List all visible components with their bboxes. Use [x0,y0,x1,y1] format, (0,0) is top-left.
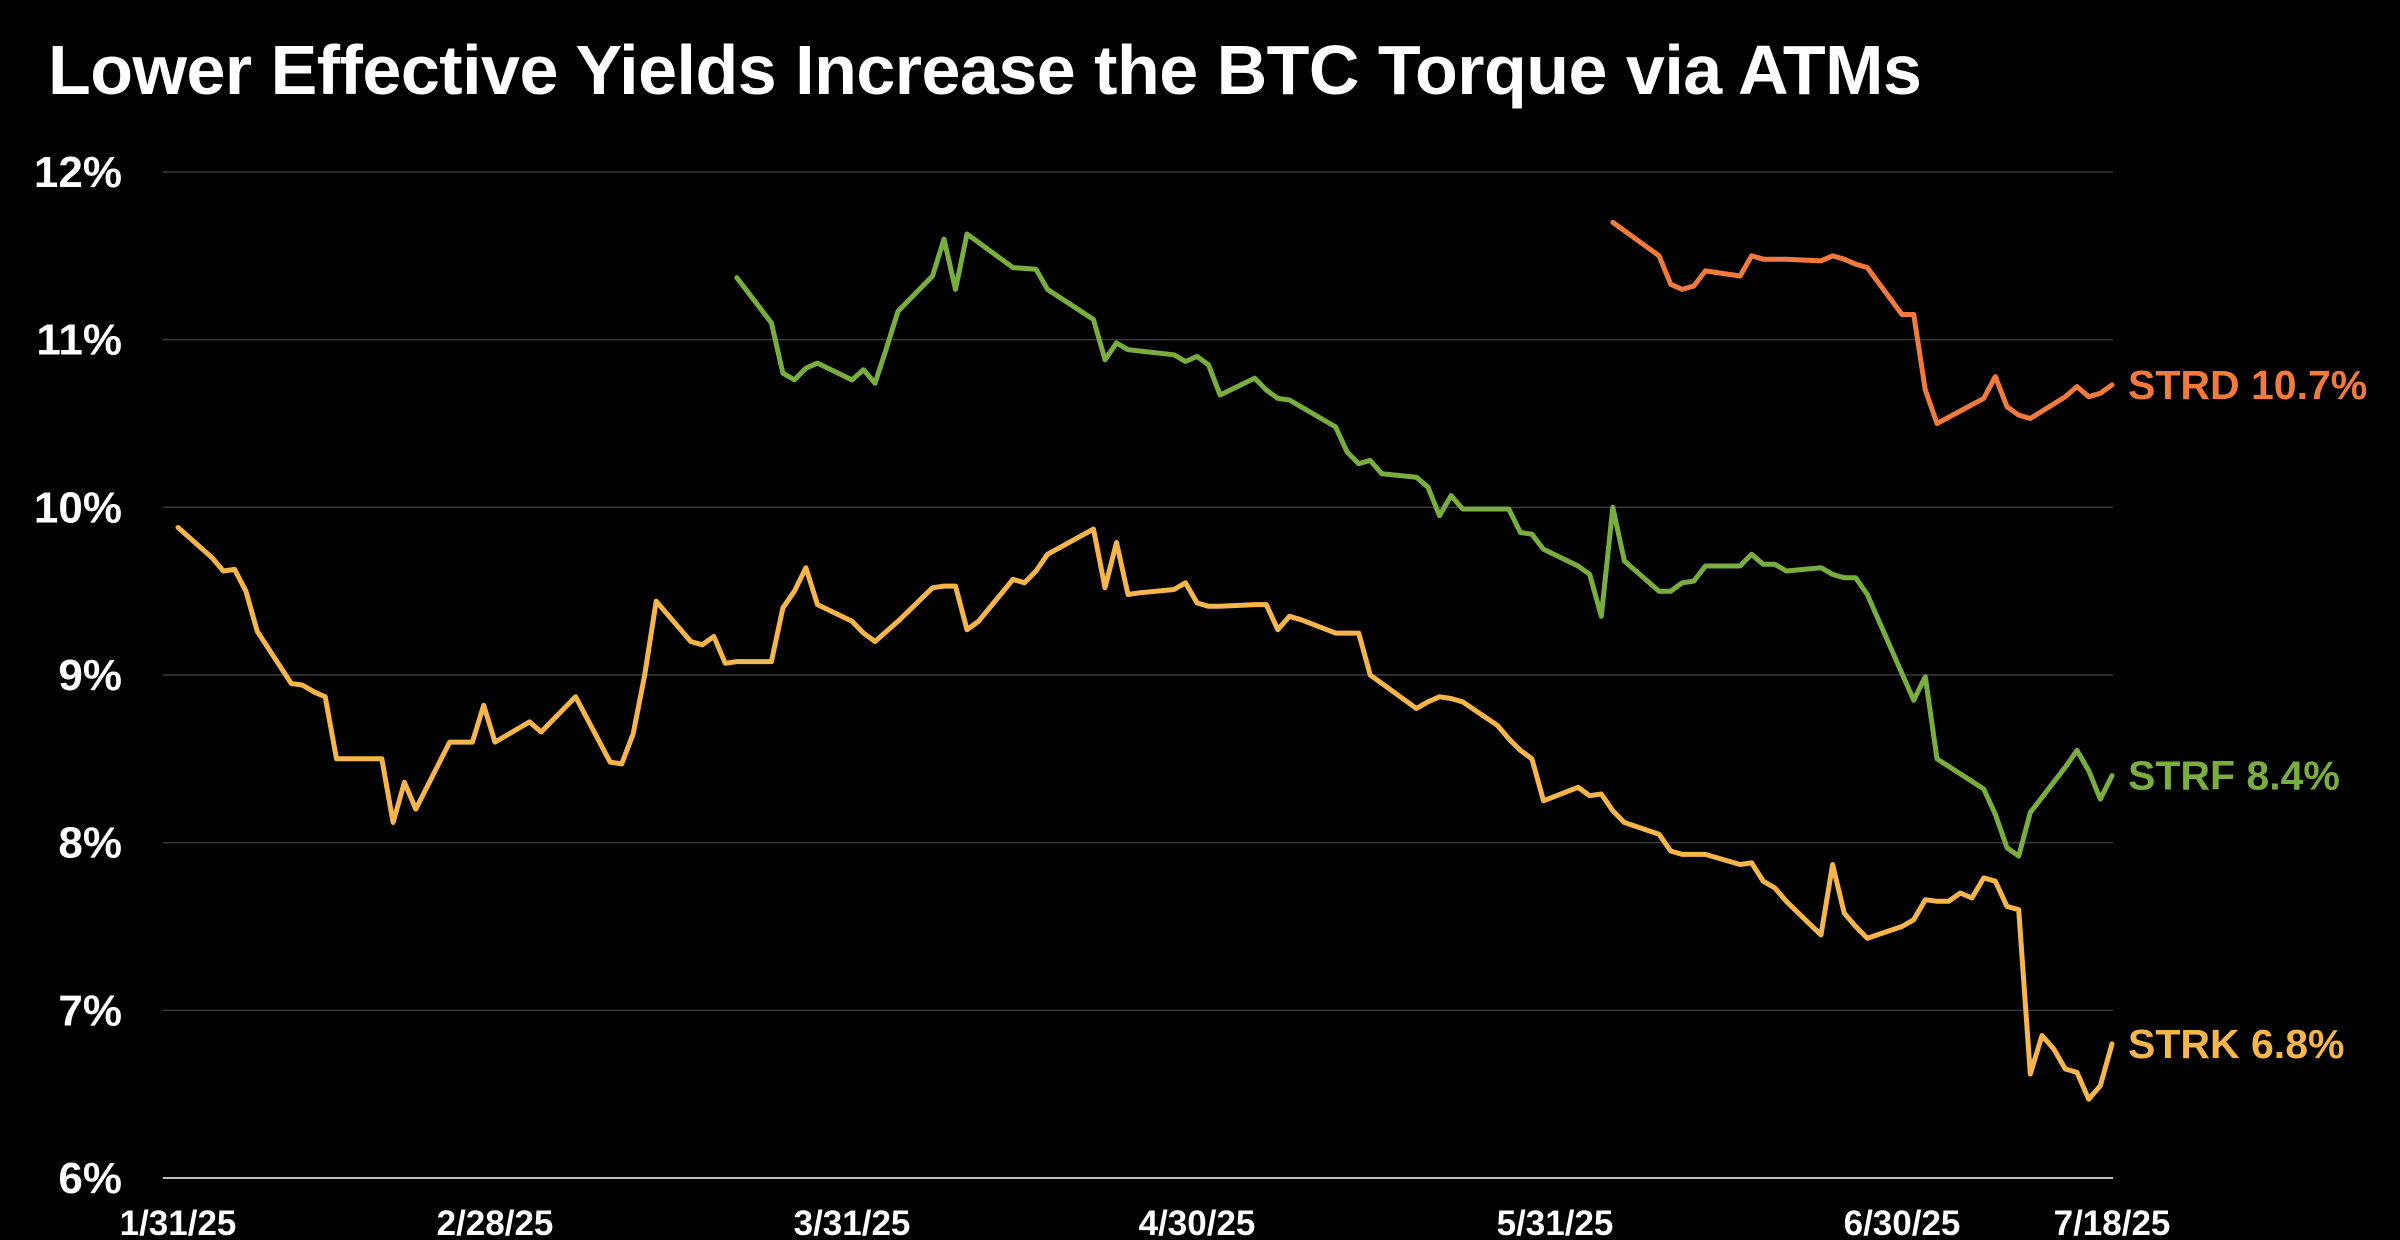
x-tick-label: 6/30/25 [1844,1204,1961,1240]
y-tick-label: 11% [36,316,122,365]
y-tick-label: 9% [58,651,122,700]
series-line-strf [734,231,2115,859]
y-tick-label: 8% [58,819,122,868]
y-axis-ticks: 6% 7% 8% 9% 10% 11% 12% [34,148,122,1203]
chart-title: Lower Effective Yields Increase the BTC … [48,31,1922,109]
series-end-labels: STRD 10.7% STRF 8.4% STRK 6.8% [2128,362,2367,1067]
x-tick-label: 1/31/25 [120,1204,237,1240]
x-tick-label: 7/18/25 [2054,1204,2171,1240]
x-axis-ticks: 1/31/25 2/28/25 3/31/25 4/30/25 5/31/25 6/30/… [120,1204,2171,1240]
series-line-strk [175,525,2115,1102]
y-tick-label: 10% [34,483,122,532]
x-tick-label: 3/31/25 [794,1204,911,1240]
end-label-strf: STRF 8.4% [2128,753,2340,799]
x-tick-label: 4/30/25 [1139,1204,1256,1240]
x-tick-label: 2/28/25 [437,1204,554,1240]
gridlines [163,171,2113,1179]
end-label-strk: STRK 6.8% [2128,1021,2344,1067]
y-tick-label: 6% [58,1154,122,1203]
y-tick-label: 7% [58,986,122,1035]
series-line-strd [1610,219,2115,426]
y-tick-label: 12% [34,148,122,197]
end-label-strd: STRD 10.7% [2128,362,2367,408]
x-tick-label: 5/31/25 [1497,1204,1614,1240]
series-lines [175,219,2115,1102]
